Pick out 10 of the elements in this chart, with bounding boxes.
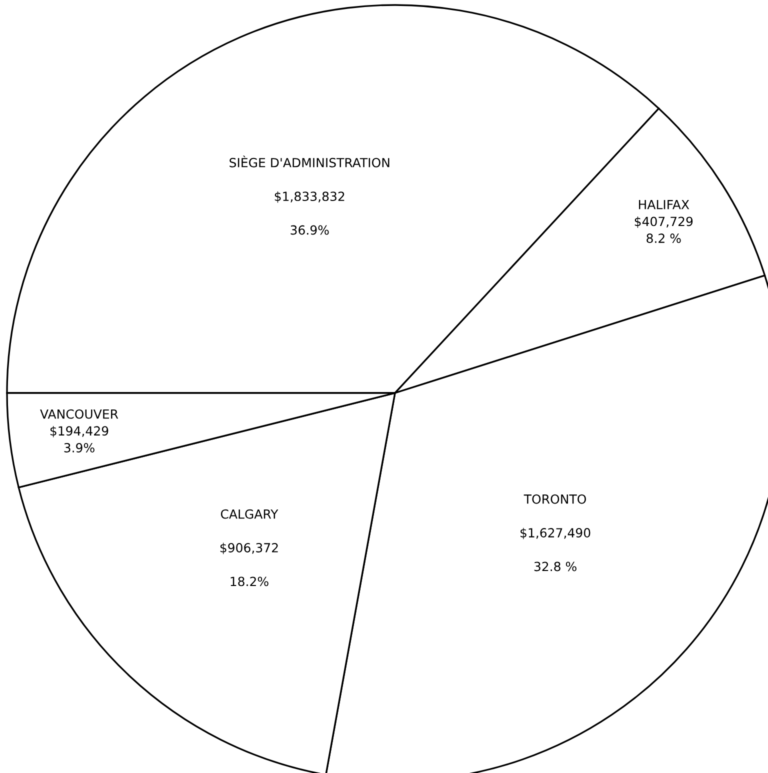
slice-label: VANCOUVER xyxy=(40,409,118,419)
text: $906,372 18.2% xyxy=(220,542,278,586)
slice-label: TORONTO xyxy=(524,494,586,504)
slice-label: HALIFAX xyxy=(638,200,690,210)
data-label: $407,729 8.2 % xyxy=(634,216,693,244)
text: $1,833,832 36.9% xyxy=(274,191,344,235)
text: $1,627,490 32.8 % xyxy=(520,528,590,572)
slice-label: SIÈGE D'ADMINISTRATION xyxy=(230,156,390,168)
slice-label: CALGARY xyxy=(220,509,278,519)
data-label: $194,429 3.9% xyxy=(50,426,108,452)
